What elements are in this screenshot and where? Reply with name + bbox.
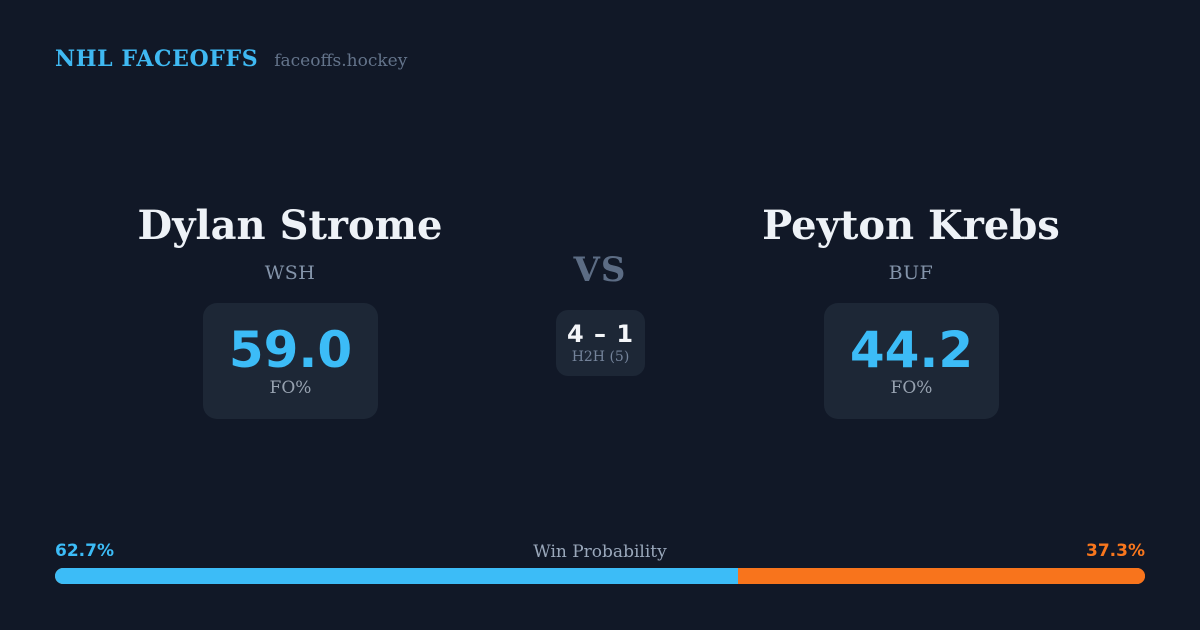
right-fo-label: FO% bbox=[890, 378, 933, 399]
left-fo-value: 59.0 bbox=[228, 320, 353, 379]
brand-title: NHL FACEOFFS bbox=[55, 46, 259, 72]
left-fo-label: FO% bbox=[269, 378, 312, 399]
left-player-name: Dylan Strome bbox=[137, 202, 443, 249]
win-probability-label: Win Probability bbox=[533, 542, 667, 562]
h2h-score: 4 – 1 bbox=[566, 319, 635, 348]
win-prob-bar bbox=[55, 568, 1145, 584]
left-player-team: WSH bbox=[264, 262, 316, 284]
left-win-pct: 62.7% bbox=[55, 541, 114, 561]
win-prob-bar-left bbox=[55, 568, 739, 584]
right-win-pct: 37.3% bbox=[1086, 541, 1145, 561]
right-player-name: Peyton Krebs bbox=[762, 202, 1060, 249]
right-fo-value: 44.2 bbox=[849, 320, 974, 379]
header: NHL FACEOFFS faceoffs.hockey bbox=[55, 46, 407, 72]
vs-label: VS bbox=[573, 250, 627, 290]
left-fo-card: 59.0 FO% bbox=[203, 303, 378, 419]
right-player-team: BUF bbox=[888, 262, 934, 284]
h2h-card: 4 – 1 H2H (5) bbox=[556, 310, 645, 376]
h2h-sample-label: H2H (5) bbox=[571, 349, 630, 366]
right-fo-card: 44.2 FO% bbox=[824, 303, 999, 419]
win-prob-bar-right bbox=[738, 568, 1145, 584]
site-label: faceoffs.hockey bbox=[274, 51, 408, 71]
